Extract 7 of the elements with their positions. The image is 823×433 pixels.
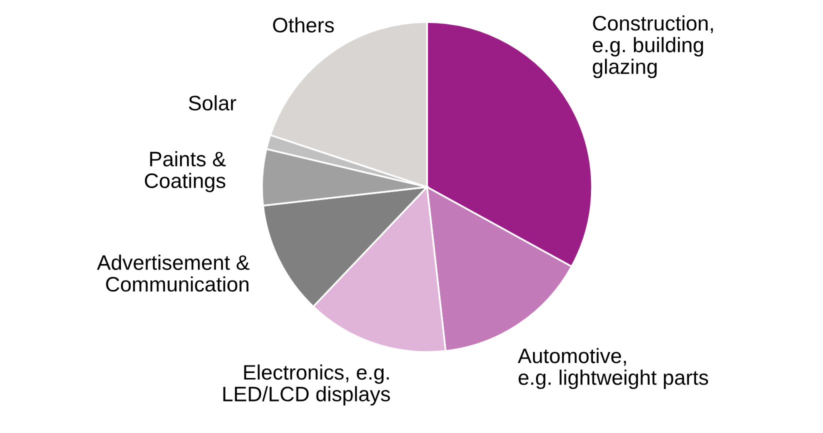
slice-label: Advertisement & Communication	[96, 254, 250, 292]
slice-label: Others	[273, 17, 334, 33]
slice-label: Construction, e.g. building glazing	[592, 15, 713, 78]
slice-label: Electronics, e.g. LED/LCD displays	[223, 364, 390, 406]
slice-label: Automotive, e.g. lightweight parts	[518, 348, 708, 390]
slice-label: Paints & Coatings	[144, 151, 226, 192]
slice-label: Solar	[188, 95, 236, 110]
